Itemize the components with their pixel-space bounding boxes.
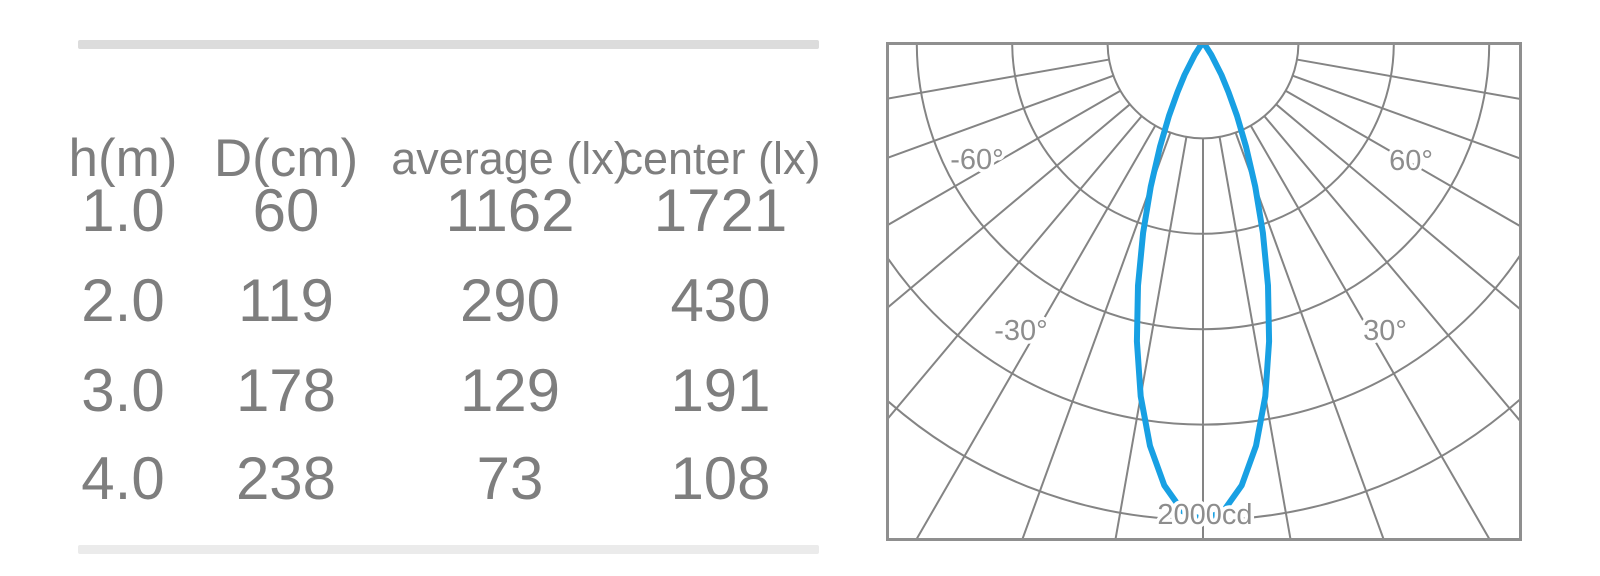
cell-ctr: 191 bbox=[670, 356, 771, 424]
cell-h: 1.0 bbox=[81, 176, 165, 244]
table-row: 1.0 60 1162 1721 bbox=[75, 169, 822, 251]
table-top-divider bbox=[78, 40, 819, 49]
cell-d: 119 bbox=[238, 266, 334, 334]
cell-h: 3.0 bbox=[81, 356, 165, 424]
cell-ctr: 108 bbox=[670, 444, 771, 512]
cell-avg: 290 bbox=[459, 266, 561, 334]
table-row: 4.0 238 73 108 bbox=[75, 437, 822, 519]
cell-h: 2.0 bbox=[81, 266, 165, 334]
column-header-diameter: D(cm) bbox=[213, 129, 359, 188]
cell-avg: 1162 bbox=[445, 176, 575, 244]
angle-label: 2000cd bbox=[1157, 499, 1252, 531]
cell-ctr: 430 bbox=[670, 266, 771, 334]
polar-chart-svg: -60° 60° -30° 30° 2000cd bbox=[889, 45, 1519, 538]
cell-d: 178 bbox=[235, 356, 337, 424]
angle-label: -30° bbox=[994, 315, 1048, 347]
cell-avg: 129 bbox=[459, 356, 561, 424]
illuminance-table: h(m) D(cm) average (lx) center (lx) 1.0 … bbox=[68, 40, 822, 560]
column-header-center: center (lx) bbox=[620, 132, 821, 184]
cell-h: 4.0 bbox=[81, 444, 165, 512]
cell-d: 60 bbox=[252, 176, 320, 244]
table-row: 3.0 178 129 191 bbox=[75, 349, 822, 431]
column-header-average: average (lx) bbox=[391, 132, 629, 184]
cell-d: 238 bbox=[235, 444, 337, 512]
column-header-height: h(m) bbox=[68, 129, 178, 188]
table-row: 2.0 119 290 430 bbox=[75, 259, 822, 341]
angle-label: 30° bbox=[1363, 315, 1407, 347]
angle-label: 60° bbox=[1389, 145, 1433, 177]
polar-diagram-panel: -60° 60° -30° 30° 2000cd bbox=[886, 42, 1522, 541]
table-bottom-divider bbox=[78, 545, 819, 554]
cell-ctr: 1721 bbox=[653, 176, 788, 244]
cell-avg: 73 bbox=[476, 444, 544, 512]
table-header-row: h(m) D(cm) average (lx) center (lx) bbox=[68, 128, 822, 188]
angle-label: -60° bbox=[950, 144, 1004, 176]
